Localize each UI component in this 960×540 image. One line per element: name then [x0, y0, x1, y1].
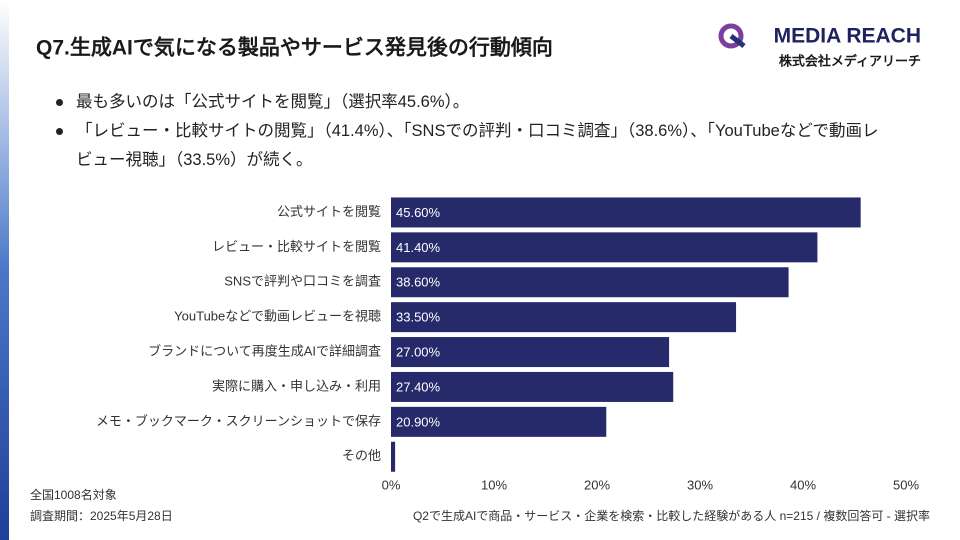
- y-tick-label: レビュー・比較サイトを閲覧: [212, 239, 381, 254]
- bar: [391, 197, 861, 228]
- logo-icon-tail: [729, 34, 746, 48]
- x-tick-label: 40%: [790, 477, 816, 492]
- bar: [391, 441, 396, 472]
- bar: [391, 337, 670, 368]
- value-label: 27.00%: [396, 344, 441, 359]
- chart-title: Q7.生成AIで気になる製品やサービス発見後の行動傾向: [36, 36, 553, 60]
- x-tick-label: 50%: [893, 477, 919, 492]
- bar: [391, 232, 818, 263]
- y-tick-label: SNSで評判や口コミを調査: [224, 274, 381, 289]
- value-label: 45.60%: [396, 205, 441, 220]
- y-tick-label: 実際に購入・申し込み・利用: [212, 378, 381, 393]
- bullet: 「レビュー・比較サイトの閲覧」（41.4%）、「SNSでの評判・口コミ調査」（3…: [52, 117, 892, 175]
- bar: [391, 406, 607, 437]
- side-stripe: [0, 0, 9, 540]
- y-tick-label: メモ・ブックマーク・スクリーンショットで保存: [96, 413, 381, 428]
- footnote: 調査期間：2025年5月28日: [30, 509, 173, 523]
- y-tick-label: その他: [342, 448, 381, 463]
- logo: MEDIA REACH 株式会社メディアリーチ: [718, 23, 921, 68]
- footnote: Q2で生成AIで商品・サービス・企業を検索・比較した経験がある人 n=215 /…: [413, 508, 930, 523]
- logo-name: MEDIA REACH: [774, 25, 921, 48]
- value-label: 33.50%: [396, 310, 441, 325]
- bar: [391, 267, 789, 298]
- value-label: 38.60%: [396, 275, 441, 290]
- value-label: 27.40%: [396, 379, 441, 394]
- value-label: 20.90%: [396, 414, 441, 429]
- x-tick-label: 0%: [382, 477, 401, 492]
- bar: [391, 302, 737, 333]
- value-label: 41.40%: [396, 240, 441, 255]
- y-tick-label: YouTubeなどで動画レビューを視聴: [174, 309, 381, 324]
- bullets: 最も多いのは「公式サイトを閲覧」（選択率45.6%）。 「レビュー・比較サイトの…: [52, 88, 892, 175]
- bullet: 最も多いのは「公式サイトを閲覧」（選択率45.6%）。: [52, 88, 892, 117]
- x-tick-label: 30%: [687, 477, 713, 492]
- bar: [391, 371, 674, 402]
- plot: 0% 10% 20% 30% 40% 50% 公式サイトを閲覧 45.60% レビュー・比較サイ…: [96, 197, 919, 492]
- y-tick-label: 公式サイトを閲覧: [277, 204, 381, 219]
- logo-icon: [718, 23, 744, 49]
- x-tick-label: 20%: [584, 477, 610, 492]
- logo-company: 株式会社メディアリーチ: [779, 53, 921, 68]
- x-tick-label: 10%: [481, 477, 507, 492]
- y-tick-label: ブランドについて再度生成AIで詳細調査: [148, 343, 381, 358]
- footnote: 全国1008名対象: [30, 487, 117, 502]
